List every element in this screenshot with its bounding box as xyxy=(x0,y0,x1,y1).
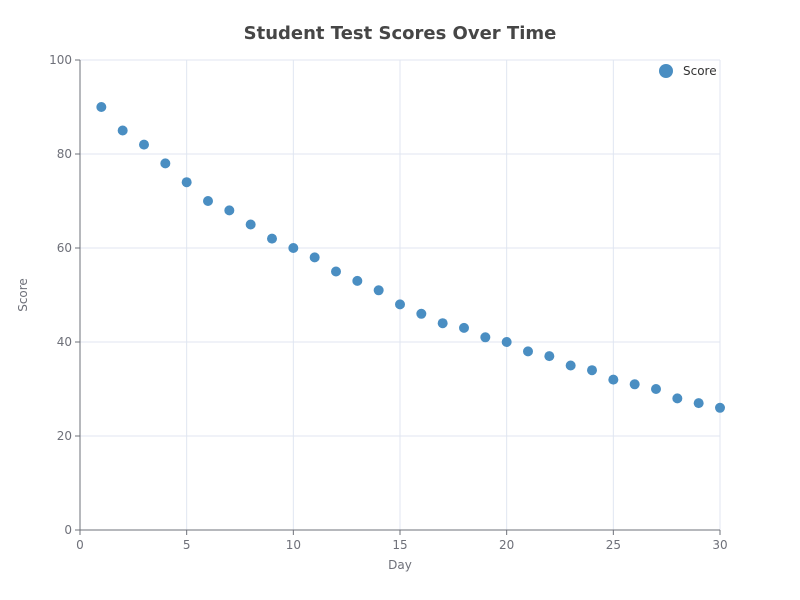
data-point[interactable] xyxy=(565,360,576,371)
data-point[interactable] xyxy=(352,275,363,286)
x-tick-label: 5 xyxy=(183,538,191,552)
legend-label: Score xyxy=(683,64,717,78)
data-point[interactable] xyxy=(416,308,427,319)
data-point[interactable] xyxy=(459,322,469,333)
data-point[interactable] xyxy=(715,402,725,413)
data-point[interactable] xyxy=(672,393,683,404)
data-point[interactable] xyxy=(309,252,320,263)
data-point[interactable] xyxy=(288,243,299,253)
data-point[interactable] xyxy=(203,196,213,206)
data-point[interactable] xyxy=(629,379,640,390)
data-point[interactable] xyxy=(373,285,384,296)
data-point[interactable] xyxy=(395,299,405,310)
data-point[interactable] xyxy=(651,384,661,394)
y-tick-label: 100 xyxy=(49,53,72,67)
data-point[interactable] xyxy=(96,102,107,112)
data-point[interactable] xyxy=(267,233,277,244)
data-point[interactable] xyxy=(608,374,619,385)
y-tick-label: 0 xyxy=(64,523,72,537)
grid-layer xyxy=(80,59,721,530)
y-axis-label: Score xyxy=(16,278,30,312)
data-point[interactable] xyxy=(224,205,235,216)
data-point[interactable] xyxy=(480,332,491,343)
x-tick-label: 25 xyxy=(606,538,621,552)
y-tick-label: 20 xyxy=(57,429,72,443)
data-point[interactable] xyxy=(245,219,256,230)
data-point[interactable] xyxy=(331,266,341,277)
data-point[interactable] xyxy=(544,351,555,362)
y-tick-label: 60 xyxy=(57,241,72,255)
data-point[interactable] xyxy=(501,337,512,347)
axes-layer xyxy=(75,59,721,535)
data-point[interactable] xyxy=(181,177,192,188)
legend-marker-icon xyxy=(659,64,673,78)
data-point[interactable] xyxy=(437,318,448,329)
data-point[interactable] xyxy=(587,365,597,376)
data-point[interactable] xyxy=(117,125,128,136)
x-tick-label: 15 xyxy=(392,538,407,552)
x-axis-label: Day xyxy=(388,558,412,572)
data-point[interactable] xyxy=(139,139,149,150)
x-tick-label: 30 xyxy=(712,538,727,552)
data-point[interactable] xyxy=(693,398,704,409)
x-tick-label: 0 xyxy=(76,538,84,552)
data-point[interactable] xyxy=(160,158,171,169)
x-tick-label: 20 xyxy=(499,538,514,552)
y-tick-label: 80 xyxy=(57,147,72,161)
data-point[interactable] xyxy=(523,346,533,357)
legend[interactable]: Score xyxy=(659,64,717,78)
y-tick-label: 40 xyxy=(57,335,72,349)
tick-labels-layer: 0 5 10 15 20 25 30 0 20 40 60 80 100 xyxy=(49,53,728,552)
x-tick-label: 10 xyxy=(286,538,301,552)
chart-title: Student Test Scores Over Time xyxy=(244,23,557,44)
data-points-layer xyxy=(96,102,725,413)
